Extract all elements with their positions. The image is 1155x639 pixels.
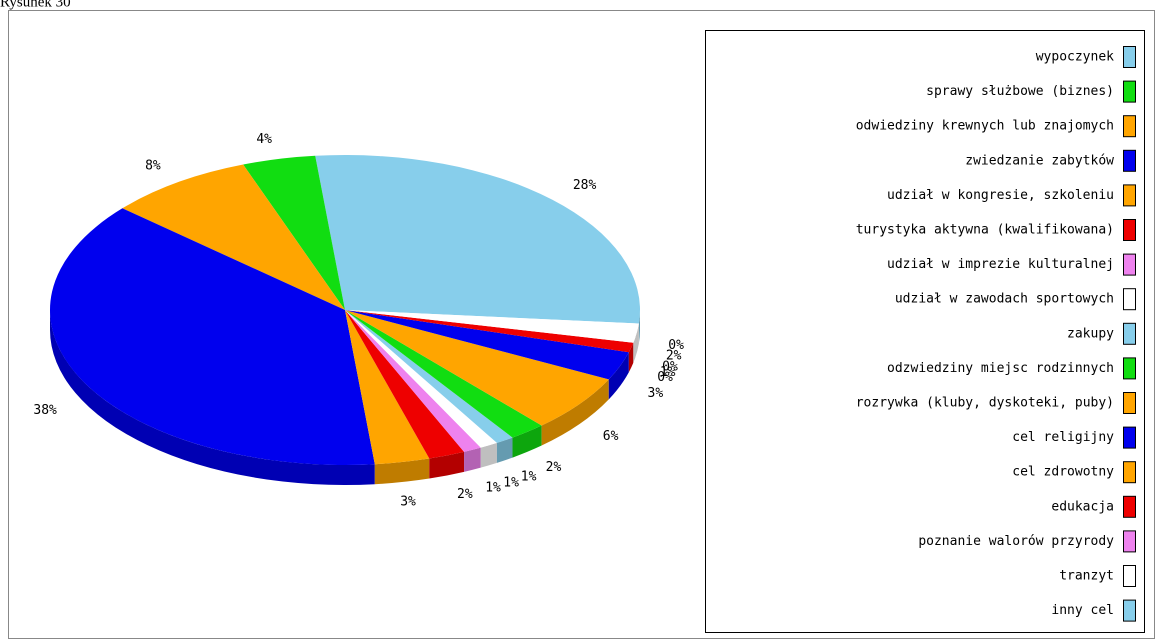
pie-slice	[122, 164, 345, 310]
pie-slice	[345, 310, 430, 465]
legend-label: wypoczynek	[1036, 50, 1114, 65]
legend-label: tranzyt	[1059, 569, 1114, 584]
legend-label: edukacja	[1051, 499, 1114, 514]
legend-label: zwiedzanie zabytków	[965, 153, 1114, 168]
slice-label: 28%	[573, 178, 597, 193]
slice-label: 0%	[668, 338, 684, 353]
pie-slice	[345, 310, 629, 380]
pie-slice	[315, 155, 641, 324]
slice-labels: 28%4%8%38%3% 2% 1% 1% 1%2%6%3%0%1%0%2%0%	[33, 132, 684, 509]
pie-slice	[345, 310, 481, 452]
slice-side	[633, 323, 639, 363]
legend-label: udział w zawodach sportowych	[895, 292, 1114, 307]
pie-slice	[345, 310, 497, 448]
slice-side	[374, 458, 430, 485]
slice-label: 1%	[521, 470, 537, 485]
legend-label: rozrywka (kluby, dyskoteki, puby)	[856, 396, 1114, 411]
legend-swatch	[1123, 322, 1136, 345]
slice-label: 6%	[603, 429, 619, 444]
pie-slice	[50, 208, 375, 465]
legend-swatch	[1123, 184, 1136, 207]
legend-label: sprawy służbowe (biznes)	[926, 84, 1114, 99]
legend-swatch	[1123, 357, 1136, 380]
slice-label: 0%	[662, 360, 678, 375]
slice-label: 1%	[485, 480, 501, 495]
slice-sides	[50, 310, 640, 486]
slice-side	[628, 342, 634, 373]
pie-slice	[345, 310, 609, 426]
slice-label: 1%	[660, 365, 676, 380]
legend-swatch	[1123, 495, 1136, 518]
slice-side	[480, 442, 497, 468]
legend-swatch	[1123, 219, 1136, 241]
legend-label: poznanie walorów przyrody	[918, 534, 1114, 549]
legend-label: odzwiedziny miejsc rodzinnych	[887, 361, 1114, 376]
pie-slice	[243, 155, 345, 310]
slice-side	[464, 447, 481, 472]
slice-side	[638, 310, 640, 344]
slice-side	[429, 451, 465, 479]
chart-title: Rysunek 30	[0, 0, 71, 10]
legend-swatch	[1123, 392, 1136, 414]
slice-label: 3%	[648, 386, 664, 401]
legend-label: odwiedziny krewnych lub znajomych	[856, 119, 1114, 134]
slice-label: 2%	[666, 349, 682, 364]
legend-swatch	[1123, 46, 1136, 68]
slice-label: 2%	[546, 460, 562, 475]
legend-label: cel zdrowotny	[1012, 465, 1114, 480]
legend-swatch	[1123, 149, 1136, 172]
slice-side	[50, 310, 375, 486]
legend-label: cel religijny	[1012, 430, 1114, 445]
legend-swatch	[1123, 565, 1136, 587]
legend-label: zakupy	[1067, 326, 1114, 341]
slice-label: 1%	[503, 475, 519, 490]
legend-label: udział w kongresie, szkoleniu	[887, 188, 1114, 203]
slice-label: 38%	[33, 403, 57, 418]
pie-slice	[345, 310, 639, 343]
slice-label: 3%	[400, 494, 416, 509]
legend-swatch	[1123, 253, 1136, 276]
legend-swatch	[1123, 461, 1136, 484]
slice-label: 0%	[657, 370, 673, 385]
legend-swatch	[1123, 426, 1136, 449]
legend-swatch	[1123, 288, 1136, 311]
legend-swatch	[1123, 80, 1136, 103]
pie-slice	[345, 310, 542, 438]
pie-slice	[345, 310, 465, 459]
pie-slice	[345, 310, 634, 353]
slice-side	[512, 425, 542, 458]
slice-label: 4%	[256, 132, 272, 147]
slice-tops	[50, 155, 641, 465]
slice-side	[541, 379, 609, 446]
legend-swatch	[1123, 115, 1136, 138]
slice-label: 2%	[457, 487, 473, 502]
slice-label: 8%	[145, 158, 161, 173]
legend-swatch	[1123, 530, 1136, 553]
legend-swatch	[1123, 599, 1136, 622]
legend-box	[705, 30, 1145, 633]
legend-label: turystyka aktywna (kwalifikowana)	[856, 223, 1114, 238]
slice-side	[608, 352, 629, 400]
pie-slice	[345, 310, 513, 443]
legend-label: inny cel	[1051, 603, 1114, 618]
slice-side	[496, 437, 513, 463]
legend-label: udział w imprezie kulturalnej	[887, 257, 1114, 272]
